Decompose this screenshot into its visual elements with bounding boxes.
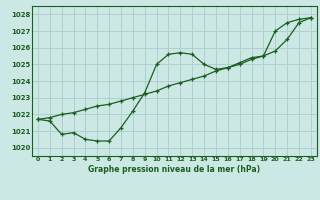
- X-axis label: Graphe pression niveau de la mer (hPa): Graphe pression niveau de la mer (hPa): [88, 165, 260, 174]
